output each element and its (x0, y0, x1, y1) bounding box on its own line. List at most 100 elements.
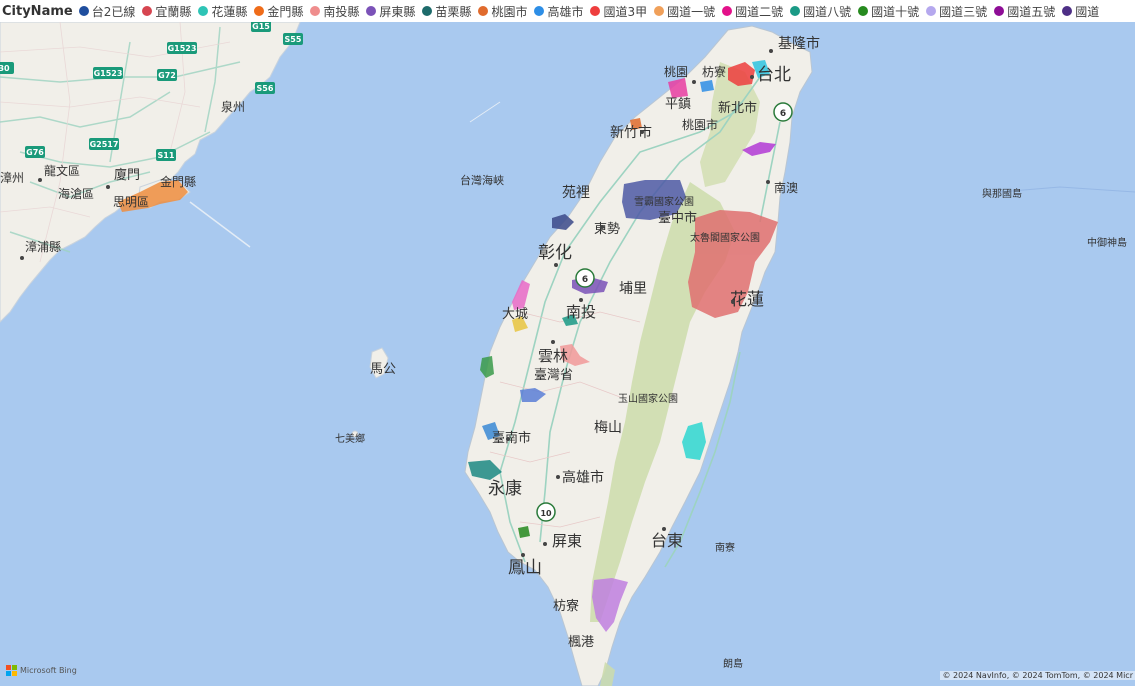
shield-s11: S11 (158, 151, 175, 160)
legend-item[interactable]: 宜蘭縣 (142, 3, 191, 20)
legend-color-dot-icon (142, 6, 153, 16)
label-jinmen: 金門縣 (160, 174, 196, 189)
region-hsinchu-orange[interactable] (630, 118, 642, 130)
legend-item[interactable]: 金門縣 (254, 3, 303, 20)
region-chiayi-green[interactable] (480, 356, 494, 378)
legend-item[interactable]: 花蓮縣 (198, 3, 247, 20)
legend-item-label: 台2已線 (91, 4, 136, 19)
cimei-island (351, 430, 359, 438)
legend-item[interactable]: 台2已線 (78, 3, 136, 20)
legend-item[interactable]: 國道八號 (790, 3, 851, 20)
legend-color-dot-icon (790, 6, 801, 16)
sea-route-east (999, 186, 1135, 193)
microsoft-logo-icon (6, 665, 17, 676)
bing-logo: Microsoft Bing (6, 665, 77, 676)
shield-g15: G15 (252, 22, 270, 31)
label-shei-pa: 雪霸國家公園 (634, 195, 694, 208)
region-dacheng-pink[interactable] (512, 280, 530, 310)
label-dacheng: 大城 (502, 307, 528, 322)
legend-item-label: 桃園市 (491, 4, 528, 19)
region-tainan-teal[interactable] (468, 460, 502, 480)
label-yushan: 玉山國家公園 (618, 392, 678, 405)
legend-color-dot-icon (366, 6, 377, 16)
legend-color-dot-icon (422, 6, 433, 16)
region-taoyuan-pink[interactable] (668, 78, 688, 98)
legend-item[interactable]: 桃園市 (478, 3, 527, 20)
svg-text:10: 10 (540, 509, 552, 518)
region-hualien-cyan[interactable] (682, 422, 706, 460)
label-miaoli: 苑裡 (562, 185, 590, 201)
legend-item[interactable]: 苗栗縣 (422, 3, 471, 20)
label-zhangpu: 漳浦縣 (25, 239, 61, 254)
region-taroko[interactable] (688, 210, 778, 318)
legend: CityName 台2已線 宜蘭縣 花蓮縣 金門縣 南投縣 屏東縣 苗栗縣 桃園市 高雄市 國道3… (0, 0, 1135, 22)
label-nanao: 南澳 (774, 180, 798, 195)
region-taipei-red[interactable] (728, 62, 755, 86)
sea-route (189, 201, 251, 248)
legend-item-label: 苗栗縣 (435, 4, 472, 19)
legend-item-label: 國道八號 (803, 4, 852, 19)
label-xiamen: 廈門 (114, 167, 140, 183)
label-yongkang: 永康 (488, 479, 522, 499)
label-hengchun: 楓港 (568, 635, 594, 650)
legend-item-label: 國道 (1075, 4, 1100, 19)
legend-item-label: 宜蘭縣 (155, 4, 192, 19)
legend-color-dot-icon (254, 6, 265, 16)
region-nantou-teal[interactable] (562, 314, 578, 326)
label-nakanokami: 中御神島 (1087, 236, 1127, 249)
label-pingzhen: 平鎮 (665, 96, 691, 112)
shield-s56: S56 (257, 84, 274, 93)
legend-item[interactable]: 國道三號 (926, 3, 987, 20)
region-yilan-purple[interactable] (742, 142, 776, 156)
legend-color-dot-icon (310, 6, 321, 16)
region-chiayi-blue[interactable] (520, 388, 546, 402)
map-canvas[interactable]: 6 6 10 G15 S55 G1523 G1523 G72 S56 G76 G… (0, 22, 1135, 686)
label-haicang: 海滄區 (58, 186, 94, 201)
label-nanliao: 南寮 (715, 541, 735, 554)
region-shei-pa[interactable] (622, 180, 686, 220)
label-changhua: 彰化 (538, 243, 572, 263)
region-newtaipei-blue[interactable] (700, 80, 714, 92)
region-pingtung-violet[interactable] (592, 578, 628, 632)
region-yunlin-coral[interactable] (560, 344, 590, 366)
legend-color-dot-icon (1062, 6, 1073, 16)
region-kinmen[interactable] (118, 180, 188, 212)
route-marker-10: 10 (536, 502, 556, 522)
label-taoyuan: 桃園 (664, 64, 688, 79)
legend-item[interactable]: 南投縣 (310, 3, 359, 20)
bing-label: Microsoft Bing (20, 666, 77, 675)
legend-item-label: 花蓮縣 (211, 4, 248, 19)
copyright-text: © 2024 NavInfo, © 2024 TomTom, © 2024 Mi… (940, 671, 1135, 680)
label-pingtung: 屏東 (552, 532, 582, 550)
label-taoyuan-city: 桃園市 (682, 117, 718, 132)
legend-item-label: 高雄市 (547, 4, 584, 19)
label-fangliao: 枋寮 (553, 598, 579, 614)
region-tainan-blue[interactable] (482, 422, 500, 440)
legend-item[interactable]: 高雄市 (534, 3, 583, 20)
legend-color-dot-icon (478, 6, 489, 16)
shield-g1523-b: G1523 (94, 69, 123, 78)
label-hsinchu: 新竹市 (610, 124, 652, 141)
region-taipei-teal[interactable] (752, 60, 770, 78)
route-marker-5: 6 (773, 102, 793, 122)
label-kaohsiung: 高雄市 (562, 469, 604, 486)
legend-item-label: 南投縣 (323, 4, 360, 19)
region-shapes (118, 60, 778, 632)
label-magong: 馬公 (370, 362, 396, 377)
legend-item[interactable]: 屏東縣 (366, 3, 415, 20)
legend-item[interactable]: 國道 (1062, 3, 1099, 20)
region-dacheng-yellow[interactable] (512, 316, 528, 332)
legend-item[interactable]: 國道五號 (994, 3, 1055, 20)
label-taiwan-strait: 台灣海峽 (460, 173, 504, 187)
region-kaohsiung-green[interactable] (518, 526, 530, 538)
legend-item-label: 國道二號 (735, 4, 784, 19)
legend-item[interactable]: 國道二號 (722, 3, 783, 20)
legend-color-dot-icon (78, 6, 89, 16)
legend-item[interactable]: 國道一號 (654, 3, 715, 20)
legend-item[interactable]: 國道十號 (858, 3, 919, 20)
label-quanzhou: 泉州 (221, 100, 245, 114)
legend-item[interactable]: 國道3甲 (590, 3, 647, 20)
label-taichung: 臺中市 (658, 210, 697, 226)
region-miaoli-navy[interactable] (552, 214, 574, 230)
label-siming: 思明區 (113, 195, 149, 209)
